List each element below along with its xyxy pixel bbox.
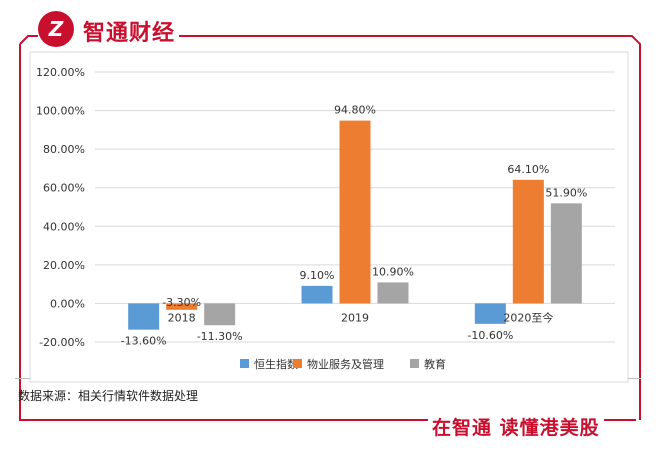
- bar: [377, 282, 409, 304]
- y-tick-label: 20.00%: [43, 259, 85, 272]
- y-tick-label: -20.00%: [39, 336, 85, 349]
- legend-swatch: [293, 359, 302, 368]
- y-tick-label: 100.00%: [36, 105, 85, 118]
- y-tick-label: 60.00%: [43, 182, 85, 195]
- slogan: 在智通 读懂港美股: [428, 413, 604, 440]
- logo-letter: Z: [48, 17, 64, 41]
- data-label: -11.30%: [197, 330, 243, 343]
- x-tick-label: 2020至今: [503, 310, 553, 324]
- brand-name: 智通财经: [79, 15, 180, 47]
- bar: [550, 203, 582, 304]
- bar: [128, 303, 160, 330]
- bar: [301, 285, 333, 304]
- data-source: 数据来源：相关行情软件数据处理: [18, 389, 199, 403]
- legend-label: 物业服务及管理: [307, 357, 384, 371]
- data-label: 10.90%: [372, 265, 414, 278]
- bar: [166, 303, 198, 310]
- y-tick-label: 40.00%: [43, 220, 85, 233]
- data-label: -3.30%: [162, 296, 201, 309]
- y-tick-label: 120.00%: [36, 66, 85, 79]
- legend-label: 恒生指数: [254, 357, 298, 371]
- data-label: 64.10%: [507, 163, 549, 176]
- legend-swatch: [240, 359, 249, 368]
- bar: [204, 303, 236, 326]
- data-label: -13.60%: [121, 335, 167, 348]
- legend-label: 教育: [424, 357, 446, 371]
- data-label: -10.60%: [467, 329, 513, 342]
- bar: [339, 120, 371, 304]
- y-tick-label: 0.00%: [50, 297, 85, 310]
- x-tick-label: 2018: [168, 311, 196, 324]
- bar: [474, 303, 506, 324]
- bar: [512, 179, 544, 304]
- brand-logo-icon: Z: [38, 11, 74, 47]
- legend-swatch: [410, 359, 419, 368]
- data-label: 51.90%: [545, 186, 587, 199]
- data-label: 9.10%: [300, 269, 335, 282]
- data-label: 94.80%: [334, 104, 376, 117]
- y-tick-label: 80.00%: [43, 143, 85, 156]
- x-tick-label: 2019: [341, 311, 369, 324]
